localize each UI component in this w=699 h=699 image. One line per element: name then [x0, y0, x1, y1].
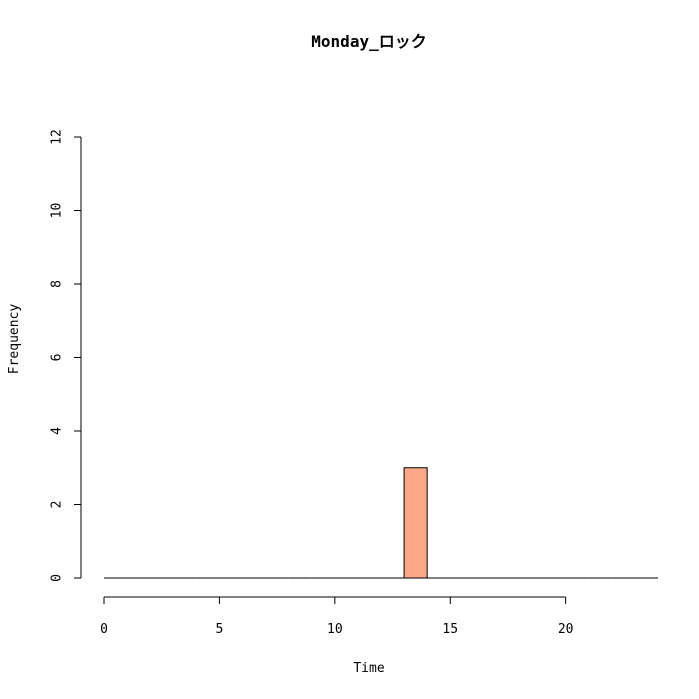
bars-layer	[104, 467, 658, 579]
y-tick-label: 12	[50, 129, 65, 145]
y-axis-label: Frequency	[7, 304, 22, 375]
y-tick-label: 4	[50, 427, 65, 435]
x-tick-label: 20	[558, 622, 574, 637]
histogram-bar-13-14	[403, 467, 428, 579]
y-axis: 0 2 4 6 8 10 12	[50, 129, 82, 582]
x-tick-label: 15	[442, 622, 458, 637]
chart-title: Monday_ロック	[311, 32, 426, 51]
y-tick-label: 2	[50, 501, 65, 509]
y-tick-label: 8	[50, 280, 65, 288]
x-tick-label: 10	[327, 622, 343, 637]
y-tick-label: 0	[50, 574, 65, 582]
y-tick-label: 6	[50, 354, 65, 362]
x-tick-label: 5	[216, 622, 224, 637]
y-tick-label: 10	[50, 203, 65, 219]
x-axis: 0 5 10 15 20	[100, 596, 574, 637]
x-axis-label: Time	[353, 661, 384, 676]
x-tick-label: 0	[100, 622, 108, 637]
